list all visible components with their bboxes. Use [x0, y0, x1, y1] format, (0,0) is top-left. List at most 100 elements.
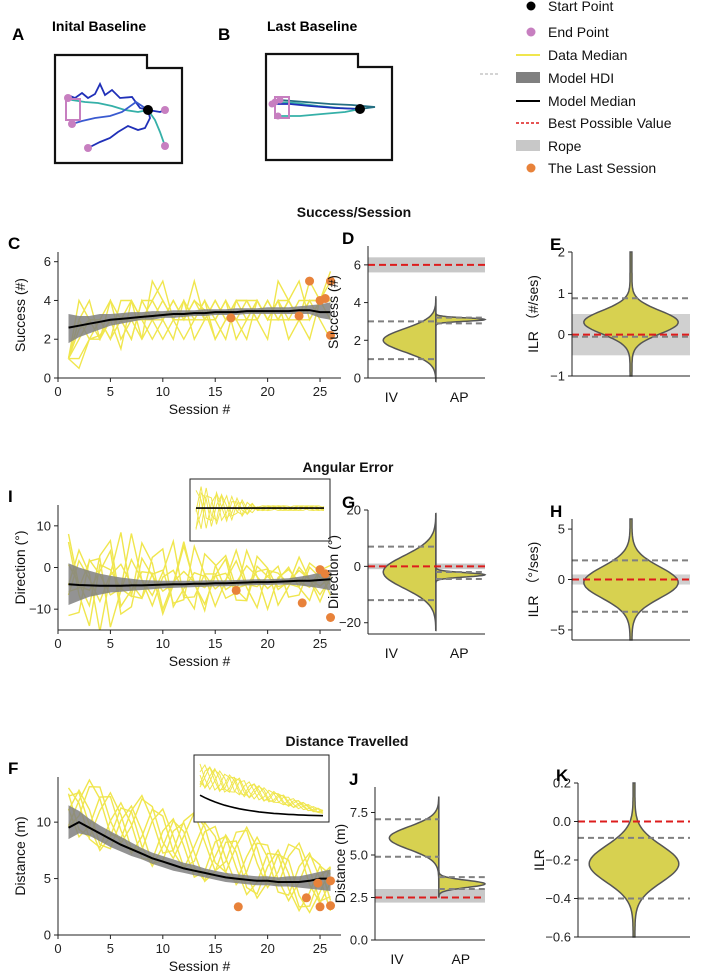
panel-F-x-tick-label: 15 — [208, 941, 222, 956]
legend-band-light — [516, 140, 540, 151]
panel-C-last-session-point — [326, 276, 336, 286]
panel-G-y-tick-label: 20 — [347, 503, 361, 518]
panel-I-model-median — [68, 578, 331, 587]
panel-J-y-tick-label: 2.5 — [350, 890, 368, 905]
panel-K-y-tick-label: −0.6 — [545, 930, 571, 945]
panel-C-plot-area — [67, 271, 332, 370]
panel-J-letter: J — [349, 770, 358, 789]
panel-C-ylabel: Success (#) — [12, 278, 28, 352]
panel-D-y-tick-label: 0 — [354, 371, 361, 386]
trajectory-A-1 — [67, 97, 149, 113]
panel-I-xlabel: Session # — [169, 653, 231, 669]
panel-I-x-tick-label: 25 — [313, 636, 327, 651]
panel-I-x-tick-label: 0 — [54, 636, 61, 651]
panel-E-y-tick-label: 0 — [558, 327, 565, 342]
panel-I-x-tick-label: 15 — [208, 636, 222, 651]
panel-C-x-tick-label: 25 — [313, 384, 327, 399]
panel-F-ylabel: Distance (m) — [12, 816, 28, 895]
legend-label: The Last Session — [548, 160, 656, 176]
start-point-B — [355, 104, 365, 114]
panel-C-x-tick-label: 20 — [260, 384, 274, 399]
section-title-success: Success/Session — [297, 204, 411, 220]
panel-I-ylabel: Direction (°) — [12, 530, 28, 604]
panel-I-last-session-point — [326, 613, 336, 622]
panel-F-x-tick-label: 10 — [156, 941, 170, 956]
inset-F-data-line — [199, 766, 324, 812]
panel-C-last-session-point — [305, 276, 315, 286]
panel-J-y-tick-label: 5.0 — [350, 848, 368, 863]
legend-dot-pink — [526, 27, 536, 37]
panel-K-letter: K — [556, 766, 569, 785]
legend-label: Rope — [548, 138, 582, 154]
panel-F-y-tick-label: 10 — [37, 815, 51, 830]
panel-title-B: Last Baseline — [267, 18, 357, 34]
panel-J-rope — [375, 889, 485, 903]
panel-C-x-tick-label: 5 — [107, 384, 114, 399]
panel-E-y-tick-label: 2 — [558, 245, 565, 260]
legend-dot-black — [526, 1, 536, 11]
panel-F-data-line — [67, 795, 332, 912]
legend-label: Model HDI — [548, 70, 614, 86]
end-point-B-2 — [274, 112, 282, 120]
panel-D-letter: D — [342, 229, 354, 248]
panel-D-category-ap: AP — [450, 389, 469, 405]
panel-G-category-iv: IV — [385, 645, 399, 661]
start-point-A — [143, 105, 153, 115]
panel-E-violin — [583, 251, 679, 377]
section-title-angular: Angular Error — [302, 459, 394, 475]
panel-C-x-tick-label: 0 — [54, 384, 61, 399]
panel-C-xlabel: Session # — [169, 401, 231, 417]
panel-G-y-tick-label: −20 — [339, 615, 361, 630]
panel-G-category-ap: AP — [450, 645, 469, 661]
panel-C-letter: C — [8, 234, 20, 253]
arena-B — [264, 52, 394, 162]
panel-F-last-session-point — [233, 902, 243, 912]
legend-label: Data Median — [548, 47, 627, 63]
panel-I-x-tick-label: 20 — [260, 636, 274, 651]
panel-K-y-tick-label: −0.4 — [545, 891, 571, 906]
inset-F-data-line — [199, 763, 324, 814]
panel-K-ylabel: ILR — [531, 849, 547, 871]
panel-H-y-tick-label: 5 — [558, 522, 565, 537]
panel-G-violin-iv — [382, 512, 437, 632]
panel-G-ylabel: Direction (°) — [325, 535, 341, 609]
goal-zone-A — [65, 98, 81, 121]
panel-I-data-line — [67, 540, 331, 627]
panel-F-x-tick-label: 0 — [54, 941, 61, 956]
panel-C-y-tick-label: 0 — [44, 371, 51, 386]
panel-D-ylabel: Success (#) — [325, 275, 341, 349]
panel-G-violin-ap — [435, 565, 487, 584]
panel-I-last-session-point — [320, 569, 330, 579]
panel-F-x-tick-label: 5 — [107, 941, 114, 956]
panel-D-y-tick-label: 2 — [354, 333, 361, 348]
panel-F-last-session-point — [313, 878, 323, 888]
trajectory-B-1 — [272, 103, 361, 110]
panel-F-y-tick-label: 0 — [44, 928, 51, 943]
section-title-distance: Distance Travelled — [286, 733, 409, 749]
panel-C-last-session-point — [226, 313, 236, 323]
panel-H-letter: H — [550, 502, 562, 521]
end-point-B-3 — [276, 96, 284, 104]
end-point-B-1 — [268, 100, 276, 108]
arena-A — [53, 53, 184, 165]
panel-F-y-tick-label: 5 — [44, 871, 51, 886]
panel-J-category-ap: AP — [451, 951, 470, 967]
panel-I-x-tick-label: 10 — [156, 636, 170, 651]
end-point-A-4 — [68, 120, 76, 128]
panel-C-last-session-point — [326, 330, 336, 340]
panel-J-y-tick-label: 0.0 — [350, 933, 368, 948]
panel-G-y-tick-label: 0 — [354, 559, 361, 574]
panel-C-last-session-point — [320, 294, 330, 304]
panel-C-y-tick-label: 4 — [44, 293, 51, 308]
panel-I-y-tick-label: 10 — [37, 518, 51, 533]
end-point-A-2 — [161, 142, 169, 150]
panel-F-plot-area — [67, 778, 332, 914]
panel-K-violin — [588, 782, 680, 938]
panel-I-last-session-point — [297, 598, 307, 608]
panel-F-letter: F — [8, 759, 18, 778]
trajectory-A-5 — [71, 100, 149, 125]
panel-K-y-tick-label: −0.2 — [545, 853, 571, 868]
panel-C-x-tick-label: 10 — [156, 384, 170, 399]
panel-F-last-session-point — [326, 876, 336, 886]
